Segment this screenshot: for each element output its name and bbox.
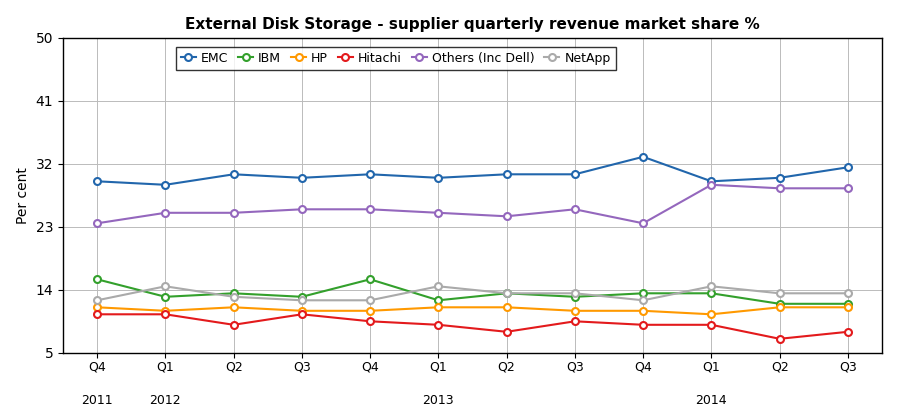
Text: 2013: 2013: [423, 394, 454, 407]
IBM: [842, 301, 853, 306]
Line: HP: HP: [94, 304, 851, 318]
IBM: [774, 301, 785, 306]
IBM: [706, 291, 716, 296]
Hitachi: [706, 322, 716, 327]
IBM: [433, 298, 444, 303]
Line: NetApp: NetApp: [94, 283, 851, 304]
IBM: [160, 294, 171, 299]
HP: [706, 312, 716, 317]
EMC: [229, 172, 239, 177]
Others (Inc Dell): [296, 207, 307, 212]
NetApp: [501, 291, 512, 296]
Line: Others (Inc Dell): Others (Inc Dell): [94, 181, 851, 227]
IBM: [296, 294, 307, 299]
Hitachi: [774, 336, 785, 341]
Others (Inc Dell): [842, 186, 853, 191]
NetApp: [364, 298, 375, 303]
HP: [638, 308, 649, 313]
HP: [364, 308, 375, 313]
Hitachi: [160, 312, 171, 317]
HP: [842, 305, 853, 310]
NetApp: [433, 284, 444, 289]
NetApp: [570, 291, 580, 296]
IBM: [229, 291, 239, 296]
NetApp: [638, 298, 649, 303]
Others (Inc Dell): [229, 210, 239, 215]
Hitachi: [638, 322, 649, 327]
HP: [296, 308, 307, 313]
Others (Inc Dell): [433, 210, 444, 215]
Legend: EMC, IBM, HP, Hitachi, Others (Inc Dell), NetApp: EMC, IBM, HP, Hitachi, Others (Inc Dell)…: [176, 47, 616, 70]
EMC: [706, 179, 716, 184]
Text: 2011: 2011: [81, 394, 112, 407]
NetApp: [842, 291, 853, 296]
Hitachi: [364, 319, 375, 324]
Hitachi: [501, 329, 512, 334]
EMC: [364, 172, 375, 177]
HP: [160, 308, 171, 313]
Others (Inc Dell): [364, 207, 375, 212]
EMC: [638, 154, 649, 159]
HP: [774, 305, 785, 310]
Hitachi: [92, 312, 103, 317]
NetApp: [160, 284, 171, 289]
NetApp: [774, 291, 785, 296]
HP: [501, 305, 512, 310]
Others (Inc Dell): [92, 221, 103, 226]
Line: EMC: EMC: [94, 153, 851, 188]
Text: 2012: 2012: [149, 394, 181, 407]
EMC: [501, 172, 512, 177]
Others (Inc Dell): [706, 182, 716, 187]
IBM: [364, 277, 375, 282]
Hitachi: [842, 329, 853, 334]
EMC: [92, 179, 103, 184]
IBM: [92, 277, 103, 282]
EMC: [842, 165, 853, 170]
Hitachi: [296, 312, 307, 317]
Hitachi: [229, 322, 239, 327]
Others (Inc Dell): [501, 214, 512, 219]
NetApp: [92, 298, 103, 303]
EMC: [570, 172, 580, 177]
IBM: [638, 291, 649, 296]
Others (Inc Dell): [774, 186, 785, 191]
HP: [229, 305, 239, 310]
EMC: [433, 175, 444, 180]
IBM: [501, 291, 512, 296]
Others (Inc Dell): [570, 207, 580, 212]
Title: External Disk Storage - supplier quarterly revenue market share %: External Disk Storage - supplier quarter…: [185, 18, 760, 32]
HP: [92, 305, 103, 310]
IBM: [570, 294, 580, 299]
HP: [570, 308, 580, 313]
HP: [433, 305, 444, 310]
Others (Inc Dell): [160, 210, 171, 215]
Hitachi: [433, 322, 444, 327]
Text: 2014: 2014: [696, 394, 727, 407]
EMC: [296, 175, 307, 180]
Others (Inc Dell): [638, 221, 649, 226]
EMC: [774, 175, 785, 180]
NetApp: [296, 298, 307, 303]
EMC: [160, 182, 171, 187]
Y-axis label: Per cent: Per cent: [16, 167, 30, 224]
Line: IBM: IBM: [94, 276, 851, 307]
NetApp: [229, 294, 239, 299]
Line: Hitachi: Hitachi: [94, 311, 851, 342]
NetApp: [706, 284, 716, 289]
Hitachi: [570, 319, 580, 324]
